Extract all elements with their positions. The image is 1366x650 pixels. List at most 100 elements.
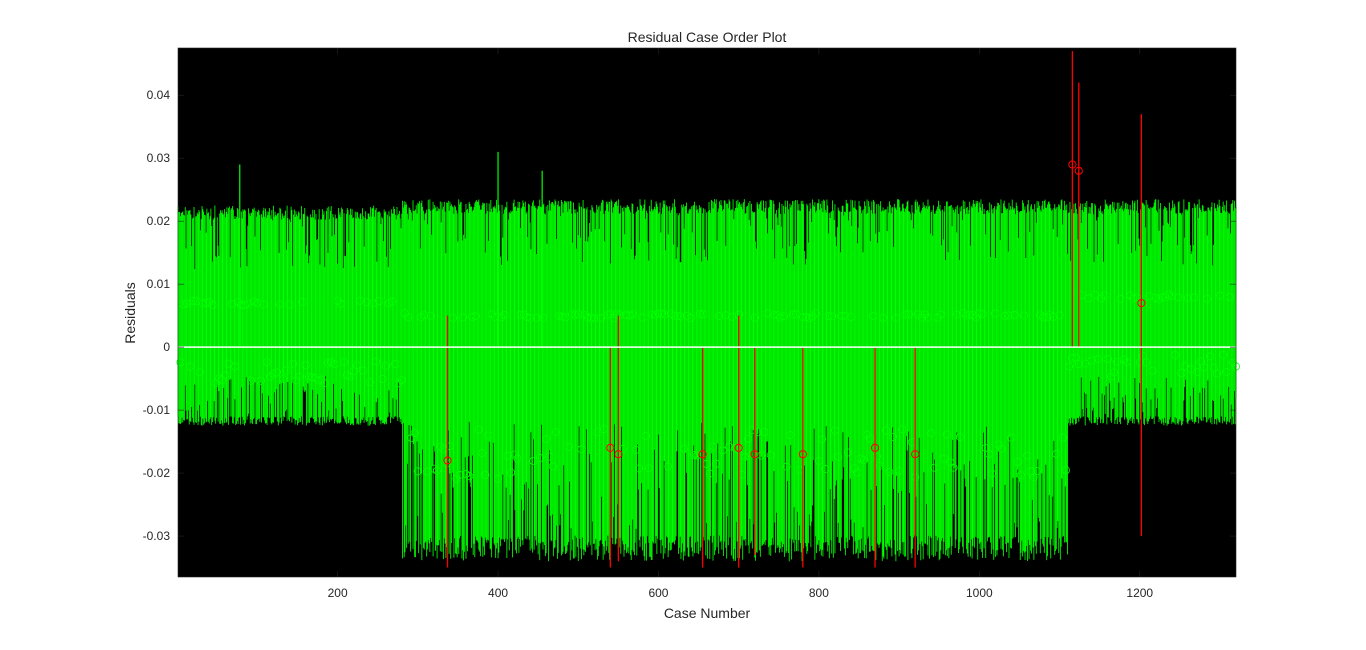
- residual-point: [413, 467, 422, 476]
- residual-point: [760, 427, 769, 436]
- residual-point: [936, 310, 945, 319]
- residual-point: [1081, 359, 1090, 368]
- residual-point: [490, 312, 499, 321]
- x-tick-label: 600: [648, 586, 668, 600]
- residual-point: [542, 435, 551, 444]
- outlier-point: [1074, 166, 1083, 175]
- residual-point: [1065, 362, 1074, 371]
- residual-point: [189, 296, 198, 305]
- y-tick-label: 0.02: [147, 214, 171, 228]
- residual-point: [307, 373, 316, 382]
- residual-point: [1087, 356, 1096, 365]
- residual-point: [830, 426, 839, 435]
- residual-point: [692, 451, 701, 460]
- residual-point: [814, 456, 823, 465]
- residual-point: [410, 429, 419, 438]
- residual-point: [715, 312, 724, 321]
- residual-point: [503, 451, 512, 460]
- residual-point: [834, 452, 843, 461]
- residual-point: [1206, 352, 1215, 361]
- residual-point: [660, 310, 669, 319]
- residual-point: [846, 313, 855, 322]
- residual-point: [837, 311, 846, 320]
- y-axis-ticks: 0.04 0.03 0.02 0.01 0 -0.01 -0.02 -0.03: [143, 88, 1236, 543]
- residual-point: [320, 379, 329, 388]
- residual-point: [555, 311, 564, 320]
- residual-point: [272, 368, 281, 377]
- residual-point: [875, 461, 884, 470]
- residual-point: [1049, 312, 1058, 321]
- x-tick-label: 400: [488, 586, 508, 600]
- residual-point: [670, 311, 679, 320]
- residual-point: [564, 443, 573, 452]
- outlier-point: [614, 450, 623, 459]
- residual-point: [895, 467, 904, 476]
- x-tick-label: 1000: [966, 586, 993, 600]
- residual-point: [221, 371, 230, 380]
- residual-point: [1071, 353, 1080, 362]
- residual-point: [259, 300, 268, 309]
- residual-point: [506, 468, 515, 477]
- residual-point: [237, 301, 246, 310]
- residual-point: [866, 434, 875, 443]
- residual-point: [644, 464, 653, 473]
- residual-point: [526, 313, 535, 322]
- residual-point: [991, 309, 1000, 318]
- residual-point: [246, 376, 255, 385]
- residual-point: [558, 312, 567, 321]
- plot-content: [176, 51, 1241, 568]
- outlier-point: [698, 450, 707, 459]
- residual-point: [1010, 311, 1019, 320]
- residual-point: [750, 313, 759, 322]
- plot-frame: [177, 47, 1237, 578]
- residual-point: [641, 431, 650, 440]
- residual-point: [853, 468, 862, 477]
- residual-point: [263, 357, 272, 366]
- residual-point: [859, 455, 868, 464]
- residual-point: [824, 312, 833, 321]
- residual-point: [352, 361, 361, 370]
- residual-point: [705, 469, 714, 478]
- residual-point: [571, 310, 580, 319]
- residual-point: [769, 310, 778, 319]
- residual-point: [587, 313, 596, 322]
- residual-point: [1138, 352, 1147, 361]
- residual-point: [664, 462, 673, 471]
- residual-point: [561, 313, 570, 322]
- residual-point: [1148, 366, 1157, 375]
- residual-point: [635, 464, 644, 473]
- outlier-point: [734, 443, 743, 452]
- residual-point: [779, 312, 788, 321]
- residual-point: [426, 311, 435, 320]
- residual-point: [574, 310, 583, 319]
- residual-point: [619, 444, 628, 453]
- residual-point: [484, 431, 493, 440]
- residual-point: [654, 309, 663, 318]
- residual-point: [494, 474, 503, 483]
- residual-point: [599, 425, 608, 434]
- residual-point: [603, 310, 612, 319]
- y-tick-label: 0: [163, 340, 170, 354]
- residual-point: [445, 442, 454, 451]
- residual-point: [1004, 311, 1013, 320]
- residual-point: [1094, 355, 1103, 364]
- residual-point: [1187, 365, 1196, 374]
- residual-point: [763, 309, 772, 318]
- residual-point: [680, 444, 689, 453]
- residual-point: [304, 372, 313, 381]
- residual-point: [481, 470, 490, 479]
- residual-point: [551, 427, 560, 436]
- residual-point: [869, 311, 878, 320]
- residual-point: [943, 430, 952, 439]
- x-tick-label: 800: [809, 586, 829, 600]
- residual-point: [513, 454, 522, 463]
- residual-point: [455, 470, 464, 479]
- y-tick-label: -0.03: [143, 529, 171, 543]
- residual-point: [1033, 467, 1042, 476]
- residual-point: [375, 296, 384, 305]
- residual-point: [689, 451, 698, 460]
- residual-point: [923, 313, 932, 322]
- outlier-point: [750, 450, 759, 459]
- residual-point: [186, 362, 195, 371]
- residual-point: [648, 310, 657, 319]
